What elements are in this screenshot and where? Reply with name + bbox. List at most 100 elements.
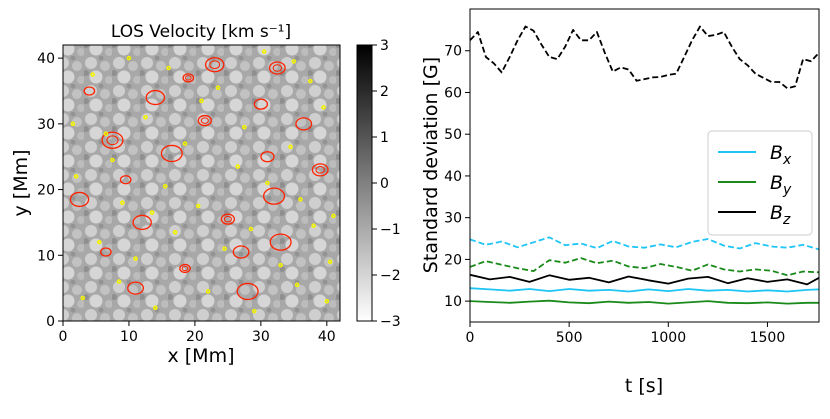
- heatmap-x-ticks: 0 10 20 30 40: [59, 321, 336, 345]
- heatmap-x-tick-label: 30: [252, 329, 270, 345]
- contour-red: [145, 89, 166, 106]
- contour-yellow: [199, 98, 204, 104]
- contour-yellow: [248, 226, 254, 232]
- contour-yellow: [80, 295, 86, 301]
- contour-red: [236, 282, 259, 301]
- series-b-y: [470, 299, 819, 305]
- colorbar-tick-label: −2: [380, 268, 401, 284]
- contour-red: [101, 131, 124, 149]
- line-y-tick-label: 70: [444, 44, 462, 60]
- line-series-layer: [470, 25, 819, 305]
- legend-label-y: By: [770, 172, 792, 198]
- contour-yellow: [324, 298, 330, 304]
- contour-red: [268, 61, 286, 75]
- contour-red: [232, 245, 250, 259]
- line-y-tick-label: 10: [444, 294, 462, 310]
- series-b-x: [470, 287, 819, 293]
- legend-box: [707, 130, 813, 236]
- heatmap-y-tick-label: 10: [37, 248, 55, 264]
- contour-yellow: [265, 180, 270, 186]
- contour-red-inner: [272, 64, 283, 72]
- heatmap-title: LOS Velocity [km s⁻¹]: [111, 22, 291, 42]
- contour-yellow: [153, 305, 158, 311]
- line-x-tick-label: 0: [466, 330, 475, 346]
- contour-yellow: [90, 72, 95, 77]
- contour-red-inner: [315, 166, 325, 174]
- colorbar-ticks: 3 2 1 0 −1 −2 −3: [372, 38, 401, 330]
- line-x-tick-label: 1000: [650, 330, 686, 346]
- contour-red: [197, 114, 212, 127]
- line-y-label: Standard deviation [G]: [420, 57, 442, 273]
- colorbar-tick-label: −3: [380, 314, 401, 330]
- contour-red-inner: [181, 265, 189, 272]
- heatmap-image: [63, 45, 340, 321]
- contour-yellow: [103, 131, 109, 137]
- contour-red: [160, 144, 183, 163]
- colorbar-tick-label: −1: [380, 222, 401, 238]
- contour-red: [204, 57, 225, 73]
- contour-red: [127, 281, 144, 295]
- line-y-tick-label: 60: [444, 85, 462, 101]
- contour-red: [83, 86, 96, 96]
- contour-red: [260, 151, 275, 163]
- contour-yellow: [205, 289, 211, 294]
- contour-red-inner: [200, 117, 209, 124]
- heatmap-y-tick-label: 20: [37, 183, 55, 199]
- heatmap-frame: [62, 44, 341, 322]
- contour-red-inner: [209, 60, 221, 70]
- contour-yellow: [321, 105, 326, 110]
- contour-yellow: [308, 78, 313, 84]
- colorbar: [356, 44, 373, 322]
- contour-yellow: [120, 200, 125, 206]
- series-b-x-dashed: [470, 236, 819, 251]
- contour-red: [311, 163, 329, 177]
- contour-yellow: [110, 157, 115, 163]
- legend-label-z: Bz: [770, 202, 791, 228]
- heatmap-y-tick-label: 40: [37, 51, 55, 67]
- contour-yellow: [96, 239, 102, 245]
- contour-red: [182, 73, 195, 83]
- contour-yellow: [162, 183, 168, 189]
- heatmap-x-tick-label: 0: [59, 329, 68, 345]
- contour-yellow: [182, 141, 188, 146]
- heatmap-y-tick-label: 0: [46, 314, 55, 330]
- contour-yellow: [288, 144, 293, 150]
- contour-yellow: [291, 59, 297, 64]
- contour-yellow: [195, 203, 201, 209]
- contour-red: [220, 213, 236, 225]
- line-y-tick-label: 50: [444, 127, 462, 143]
- contour-yellow: [261, 49, 267, 54]
- contour-yellow: [70, 121, 76, 127]
- contour-yellow: [331, 213, 336, 219]
- line-x-tick-label: 1500: [750, 330, 786, 346]
- contour-yellow: [311, 223, 316, 229]
- series-b-z: [470, 273, 819, 286]
- line-x-label: t [s]: [625, 375, 663, 397]
- contour-yellow: [172, 229, 178, 235]
- series-b-z-dashed: [470, 25, 819, 90]
- contour-red: [179, 263, 191, 274]
- contour-yellow: [327, 259, 333, 265]
- line-panel: 0 500 1000 1500 10 20 30 40 50 60 70 t [s] Standa…: [420, 8, 820, 397]
- contour-red-inner: [223, 215, 232, 223]
- heatmap-x-tick-label: 20: [186, 329, 204, 345]
- contour-yellow: [294, 282, 300, 288]
- heatmap-x-label: x [Mm]: [167, 345, 234, 367]
- contour-red: [253, 98, 269, 110]
- contour-yellow: [242, 124, 247, 130]
- contour-yellow: [222, 246, 227, 252]
- colorbar-tick-label: 0: [380, 176, 389, 192]
- contour-yellow: [73, 174, 79, 179]
- line-y-tick-label: 30: [444, 211, 462, 227]
- colorbar-tick-label: 2: [380, 84, 389, 100]
- line-y-ticks: 10 20 30 40 50 60 70: [444, 44, 470, 310]
- contour-yellow: [149, 210, 155, 215]
- line-y-tick-label: 20: [444, 252, 462, 268]
- legend-items: Bx By Bz: [718, 142, 792, 228]
- heatmap-x-tick-label: 40: [318, 329, 336, 345]
- contour-red: [269, 233, 292, 251]
- contour-red: [100, 247, 112, 257]
- heatmap-x-tick-label: 10: [120, 329, 138, 345]
- line-x-tick-label: 500: [556, 330, 583, 346]
